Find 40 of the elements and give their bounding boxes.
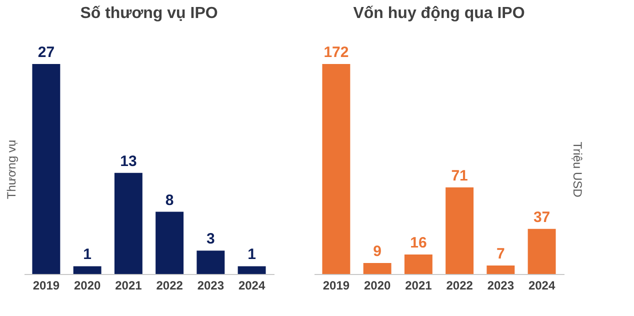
y-axis-title: Thương vụ — [4, 140, 18, 200]
x-tick-label: 2021 — [115, 278, 142, 292]
x-tick-label: 2024 — [238, 278, 266, 292]
bar — [114, 172, 142, 274]
data-label: 9 — [373, 243, 382, 260]
data-label: 1 — [83, 246, 92, 264]
data-label: 27 — [38, 44, 55, 61]
bar — [32, 64, 60, 274]
data-label: 3 — [206, 230, 215, 248]
x-tick-label: 2020 — [364, 278, 391, 292]
data-label: 8 — [165, 192, 174, 209]
x-tick-label: 2023 — [487, 278, 514, 292]
bar — [363, 263, 392, 274]
bar — [322, 64, 350, 274]
bar — [156, 212, 184, 274]
bar — [404, 254, 432, 274]
x-tick-label: 2022 — [156, 278, 184, 292]
x-tick-label: 2022 — [446, 278, 474, 292]
x-tick-label: 2023 — [197, 278, 224, 292]
data-label: 1 — [248, 246, 256, 264]
data-label: 37 — [533, 208, 550, 226]
data-label: 16 — [410, 234, 427, 252]
data-label: 13 — [120, 152, 137, 170]
x-tick-label: 2021 — [405, 278, 432, 292]
data-label: 71 — [451, 167, 468, 184]
y2-axis-title: Triệu USD — [570, 142, 584, 198]
bar — [486, 265, 515, 274]
data-label: 172 — [324, 44, 349, 61]
x-tick-label: 2020 — [74, 278, 101, 292]
x-tick-label: 2019 — [322, 278, 350, 292]
bar — [196, 250, 225, 274]
chart-title: Số thương vụ IPO — [80, 5, 218, 22]
chart-title: Vốn huy động qua IPO — [353, 5, 525, 22]
bar — [73, 266, 102, 274]
data-label: 7 — [496, 245, 505, 262]
x-tick-label: 2024 — [528, 278, 556, 292]
bar — [446, 187, 474, 274]
x-tick-label: 2019 — [32, 278, 60, 292]
bar — [238, 266, 266, 274]
bar — [528, 228, 556, 274]
